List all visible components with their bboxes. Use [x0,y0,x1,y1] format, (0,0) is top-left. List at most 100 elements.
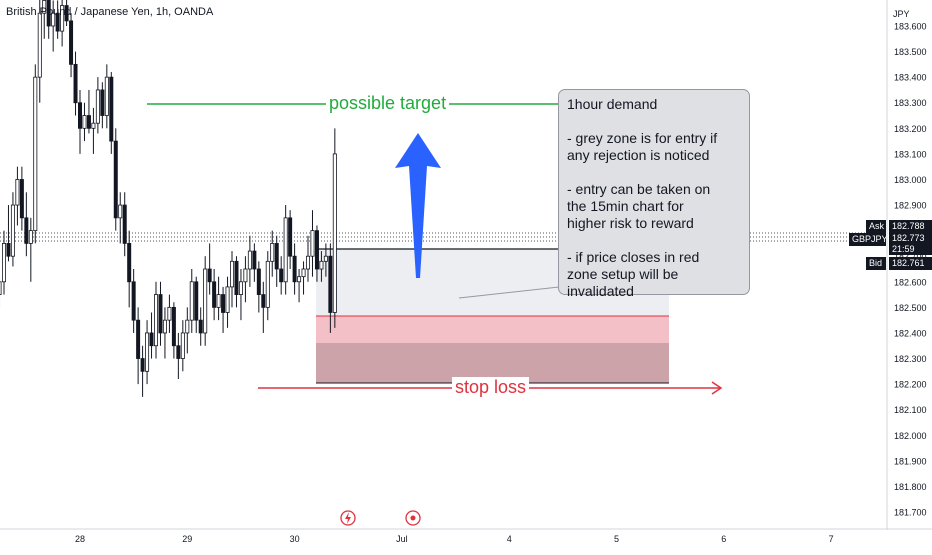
candle-body[interactable] [6,243,11,257]
candle-body[interactable] [136,319,141,359]
candle-body[interactable] [216,294,221,308]
candle-body[interactable] [171,306,176,347]
candle-body[interactable] [122,204,127,244]
candle-body[interactable] [176,345,181,359]
time-axis[interactable]: 28 29 30 Jul 4 5 6 7 [75,534,834,544]
candle-body[interactable] [328,255,333,313]
candle-body[interactable] [297,276,302,283]
candle-body[interactable] [55,12,60,32]
note-line: invalidated [567,283,634,299]
candle-body[interactable] [279,268,284,283]
note-spacer [567,232,741,249]
candle-body[interactable] [127,243,132,283]
candle-body[interactable] [109,76,114,142]
candle-body[interactable] [24,217,29,244]
candle-body[interactable] [64,5,69,22]
stop-loss-label: stop loss [452,377,530,398]
candle-body[interactable] [198,319,203,334]
time-tick-label: 4 [507,534,512,544]
candle-body[interactable] [221,294,226,313]
candle-body[interactable] [158,294,163,334]
candle-body[interactable] [252,250,257,270]
candle-body[interactable] [19,179,24,219]
candle-body[interactable] [28,230,33,244]
candle-body[interactable] [238,281,243,295]
candle-body[interactable] [95,89,100,124]
candle-body[interactable] [140,358,145,372]
time-tick-label: 28 [75,534,85,544]
candle-body[interactable] [261,294,266,308]
candle-body[interactable] [283,217,288,283]
candle-body[interactable] [104,76,109,116]
candle-body[interactable] [207,268,212,283]
candle-body[interactable] [332,153,337,313]
note-line: - if price closes in red [567,249,700,265]
candle-body[interactable] [243,268,248,283]
candle-body[interactable] [323,255,328,262]
candle-body[interactable] [319,260,324,270]
price-tick-label: 183.500 [894,47,927,57]
candle-body[interactable] [78,102,83,129]
candle-body[interactable] [91,122,96,129]
currency-label: JPY [893,9,910,19]
candle-body[interactable] [10,204,15,257]
note-line: the 15min chart for [567,198,684,214]
candle-body[interactable] [180,332,185,359]
candle-body[interactable] [46,0,51,27]
candle-body[interactable] [149,332,154,347]
candle-body[interactable] [306,255,311,270]
candle-body[interactable] [37,12,42,78]
candle-body[interactable] [225,286,230,313]
candle-body[interactable] [162,319,167,334]
candle-body[interactable] [234,260,239,295]
candle-body[interactable] [167,306,172,321]
candle-body[interactable] [51,12,56,27]
candle-body[interactable] [310,230,315,257]
candle-body[interactable] [212,281,217,308]
candle-body[interactable] [185,319,190,334]
candle-body[interactable] [0,281,2,295]
price-tick-label: 182.700 [894,252,927,262]
candle-body[interactable] [314,230,319,270]
candle-body[interactable] [265,260,270,308]
candle-body[interactable] [86,115,91,129]
price-tick-label: 181.700 [894,508,927,518]
candle-body[interactable] [15,179,20,206]
candle-body[interactable] [194,281,199,321]
candle-body[interactable] [203,268,208,334]
demand-note[interactable]: 1hour demand - grey zone is for entry if a… [558,89,750,299]
note-line: - entry can be taken on [567,181,711,197]
candle-body[interactable] [69,20,74,65]
candle-body[interactable] [274,243,279,270]
candle-body[interactable] [118,204,123,219]
price-tick-label: 183.200 [894,124,927,134]
candle-body[interactable] [1,243,6,283]
price-tick-label: 181.800 [894,482,927,492]
candle-body[interactable] [288,217,293,257]
up-arrow [395,133,441,278]
candle-body[interactable] [292,255,297,283]
candle-body[interactable] [73,63,78,104]
candle-body[interactable] [145,332,150,372]
ask-label-tag: Ask [866,220,886,233]
candle-body[interactable] [154,294,159,347]
price-tick-label: 183.100 [894,149,927,159]
candle-body[interactable] [301,268,306,278]
candle-body[interactable] [82,115,87,129]
candle-body[interactable] [247,250,252,270]
candle-body[interactable] [131,281,136,321]
candle-body[interactable] [256,268,261,295]
candle-body[interactable] [189,281,194,321]
candle-body[interactable] [33,76,38,232]
bid-label-tag: Bid [866,257,886,270]
price-tick-label: 182.000 [894,431,927,441]
candle-body[interactable] [60,5,65,32]
bid-price-tag: 182.761 [889,257,932,270]
candle-body[interactable] [100,89,105,116]
candle-body[interactable] [42,0,47,14]
candle-body[interactable] [270,243,275,262]
candle-body[interactable] [230,260,235,288]
candle-body[interactable] [113,140,118,219]
